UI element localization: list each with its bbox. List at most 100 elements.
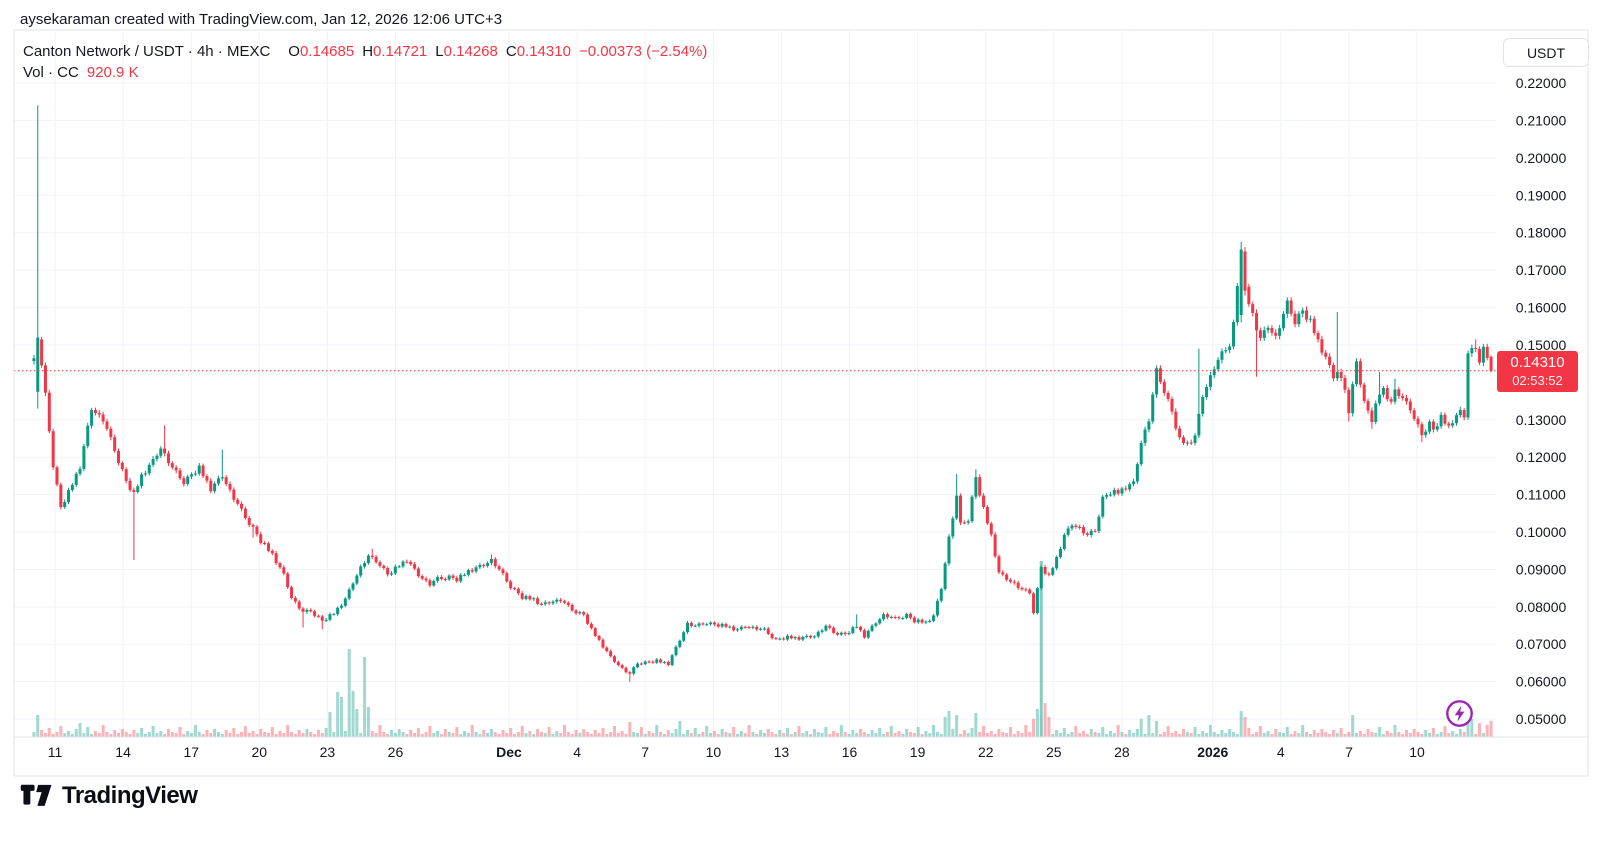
- volume-bar: [451, 733, 455, 737]
- candle-body: [1393, 389, 1397, 402]
- candle-body: [197, 465, 201, 474]
- volume-bar: [178, 727, 182, 737]
- candle-body: [1308, 318, 1312, 320]
- grid-lines: [14, 31, 1496, 737]
- volume-bar: [401, 732, 405, 737]
- volume-bar: [997, 729, 1001, 737]
- volume-legend[interactable]: Vol · CC 920.9 K: [23, 64, 139, 81]
- volume-bar: [593, 730, 597, 737]
- candle-body: [778, 638, 782, 640]
- candle-body: [820, 630, 824, 632]
- candle-body: [651, 661, 655, 663]
- volume-bar: [789, 734, 793, 737]
- volume-bar: [632, 732, 636, 737]
- candle-body: [143, 473, 147, 475]
- candle-body: [1470, 347, 1474, 354]
- volume-bar: [989, 731, 993, 737]
- candle-body: [732, 626, 736, 631]
- volume-bar: [1339, 728, 1343, 737]
- volume-bar: [363, 657, 367, 737]
- candle-body: [785, 635, 789, 640]
- tradingview-logo-text: TradingView: [62, 782, 198, 809]
- candle-body: [413, 564, 417, 569]
- volume-bar: [897, 731, 901, 737]
- volume-bar: [1404, 730, 1408, 737]
- candle-body: [974, 477, 978, 497]
- candle-body: [874, 623, 878, 626]
- volume-bar: [255, 734, 259, 737]
- candle-body: [163, 448, 167, 454]
- time-axis[interactable]: 11 14 17 20 23 26 Dec 4 7 10 13 16 19 22 25 28 2026 4 7 10: [48, 744, 1425, 760]
- volume-bar: [86, 727, 90, 737]
- volume-bar: [636, 733, 640, 737]
- candle-body: [966, 521, 970, 523]
- volume-bar: [528, 731, 532, 737]
- volume-bar: [678, 721, 682, 737]
- candle-body: [1101, 496, 1105, 517]
- currency-toggle-button[interactable]: USDT: [1503, 38, 1589, 67]
- candle-body: [1108, 494, 1112, 496]
- symbol-legend[interactable]: Canton Network / USDT · 4h · MEXC O0.1468…: [23, 43, 707, 60]
- close-label: C: [505, 43, 517, 60]
- volume-bar: [747, 725, 751, 737]
- volume-bar: [824, 727, 828, 737]
- volume-bar: [1178, 734, 1182, 737]
- volume-bar: [109, 734, 113, 737]
- symbol-title[interactable]: Canton Network / USDT · 4h · MEXC: [23, 43, 271, 60]
- candle-body: [701, 623, 705, 625]
- candle-body: [1020, 587, 1024, 590]
- candle-body: [320, 616, 324, 621]
- publish-flash-button[interactable]: [1445, 699, 1474, 728]
- volume-bar: [232, 728, 236, 737]
- candle-body: [401, 561, 405, 567]
- candle-body: [693, 625, 697, 627]
- volume-bar: [1001, 732, 1005, 737]
- candle-body: [1228, 346, 1232, 351]
- volume-bar: [505, 733, 509, 737]
- candle-body: [1289, 300, 1293, 314]
- candle-body: [1170, 399, 1174, 412]
- volume-bar: [782, 733, 786, 737]
- candle-body: [1062, 534, 1066, 549]
- candle-body: [332, 614, 336, 616]
- candle-body: [1212, 369, 1216, 376]
- candle-body: [566, 602, 570, 605]
- volume-bar: [117, 733, 121, 737]
- volume-bar: [624, 734, 628, 737]
- candle-body: [1066, 528, 1070, 535]
- candle-body: [1162, 381, 1166, 393]
- volume-bar: [347, 649, 351, 737]
- candle-body: [1374, 403, 1378, 422]
- volume-bar: [316, 730, 320, 737]
- volume-bar: [324, 728, 328, 737]
- candle-body: [1412, 410, 1416, 419]
- close-value: 0.14310: [516, 43, 571, 60]
- price-axis[interactable]: 0.22000 0.21000 0.20000 0.19000 0.18000 0.170…: [1516, 75, 1567, 727]
- candle-body: [1305, 310, 1309, 320]
- candle-body: [1339, 371, 1343, 378]
- volume-bar: [166, 729, 170, 737]
- volume-bar: [336, 692, 340, 737]
- volume-bar: [935, 732, 939, 737]
- volume-bar: [1362, 734, 1366, 737]
- candle-body: [916, 619, 920, 623]
- volume-bar: [32, 732, 36, 737]
- volume-bar: [286, 725, 290, 737]
- candle-body: [639, 663, 643, 665]
- candle-body: [1008, 579, 1012, 582]
- candle-body: [1389, 399, 1393, 402]
- candle-body: [220, 477, 224, 479]
- volume-bar: [728, 733, 732, 737]
- volume-bar: [1239, 711, 1243, 737]
- candle-body: [970, 496, 974, 522]
- candle-body: [1231, 322, 1235, 347]
- volume-bar: [736, 734, 740, 737]
- candle-body: [1051, 568, 1055, 575]
- candle-body: [1155, 368, 1159, 395]
- volume-bar: [1201, 731, 1205, 737]
- volume-bar: [1266, 731, 1270, 737]
- candle-body: [1120, 488, 1124, 494]
- time-tick-label: 23: [320, 744, 336, 760]
- tradingview-logo[interactable]: TradingView: [20, 782, 198, 810]
